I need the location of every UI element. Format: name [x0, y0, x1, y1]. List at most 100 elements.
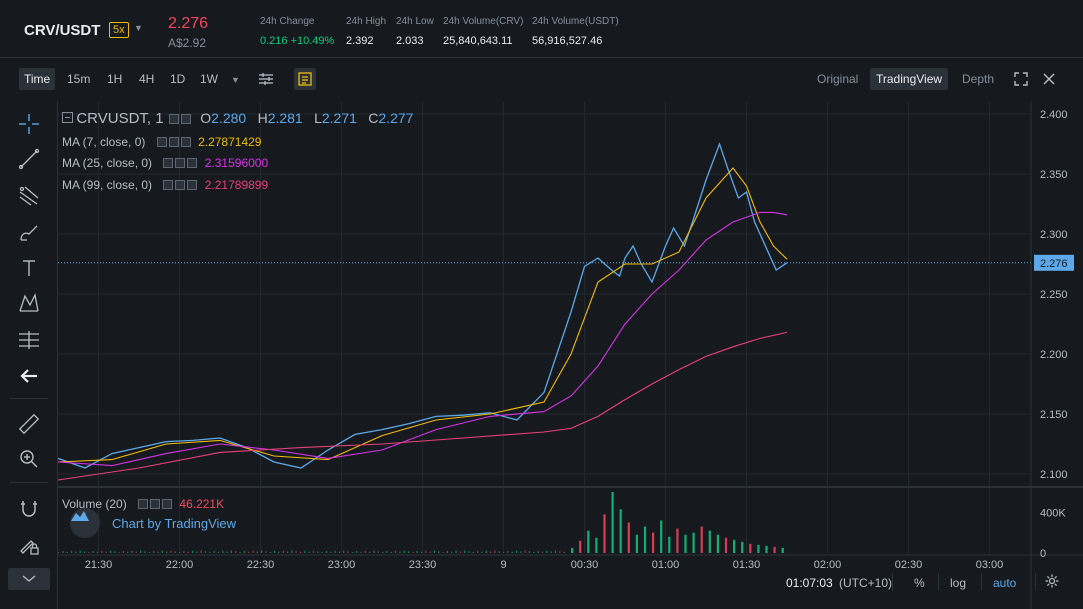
volume-bar: [546, 550, 548, 553]
volume-bar: [464, 550, 466, 553]
eye-icon[interactable]: [163, 158, 174, 168]
close-icon[interactable]: [187, 180, 198, 190]
volume-bar: [541, 551, 544, 553]
ma25-label: MA (25, close, 0): [62, 156, 153, 170]
volume-bar: [170, 550, 172, 553]
brush-icon[interactable]: [17, 220, 41, 244]
volume-bar: [533, 551, 535, 553]
view-tradingview[interactable]: TradingView: [870, 68, 949, 90]
zoom-in-icon[interactable]: [17, 447, 41, 471]
indicator-settings-icon[interactable]: [255, 68, 277, 90]
volume-bar: [105, 551, 107, 553]
eye-icon[interactable]: [138, 499, 149, 509]
tab-1d[interactable]: 1D: [170, 72, 186, 86]
trend-line-icon[interactable]: [17, 147, 41, 171]
eye-icon[interactable]: [163, 180, 174, 190]
clock: 01:07:03: [786, 576, 833, 590]
time-axis-label: 9: [500, 559, 506, 571]
volume-bar: [213, 550, 215, 553]
chart-toolbar: Time 15m 1H 4H 1D 1W ▼ Original TradingV…: [0, 58, 1083, 102]
crosshair-icon[interactable]: [17, 112, 41, 136]
volume-axis-label: 400K: [1040, 507, 1066, 519]
indicators-icon[interactable]: [294, 68, 316, 90]
volume-bar: [394, 550, 397, 553]
back-arrow-icon[interactable]: [17, 364, 41, 388]
eye-icon[interactable]: [168, 114, 179, 124]
close-icon[interactable]: [187, 158, 198, 168]
chart-canvas[interactable]: 2.400 2.350 2.300 2.250 2.200 2.150 2.100 21:30…: [58, 102, 1083, 609]
ohlc-low: 2.271: [321, 110, 357, 126]
volume-bar: [708, 530, 711, 553]
pitchfork-icon[interactable]: [17, 184, 41, 208]
gear-icon[interactable]: [175, 158, 186, 168]
view-depth[interactable]: Depth: [962, 72, 995, 86]
gear-icon[interactable]: [168, 137, 179, 147]
volume-bar: [183, 550, 185, 553]
close-icon[interactable]: [1038, 68, 1060, 90]
collapse-icon[interactable]: [8, 568, 50, 590]
tab-1w[interactable]: 1W: [200, 72, 218, 86]
volume-bar: [515, 550, 518, 553]
fullscreen-icon[interactable]: [1010, 68, 1032, 90]
pattern-icon[interactable]: [17, 291, 41, 315]
tab-4h[interactable]: 4H: [139, 72, 155, 86]
volume-bar: [265, 551, 267, 553]
volume-bar: [537, 550, 539, 553]
tool-divider: [10, 398, 48, 399]
view-original[interactable]: Original: [817, 72, 859, 86]
volume-bar: [114, 551, 116, 553]
tab-1h[interactable]: 1H: [107, 72, 123, 86]
legend-collapse-icon[interactable]: [62, 112, 73, 123]
volume-bar: [741, 541, 744, 553]
tradingview-credit: Chart by TradingView: [112, 515, 237, 531]
gear-icon[interactable]: [175, 180, 186, 190]
gear-icon[interactable]: [1044, 573, 1060, 592]
pair-name[interactable]: CRV/USDT: [24, 22, 101, 39]
gear-icon[interactable]: [150, 499, 161, 509]
volume-bar: [446, 550, 448, 553]
timezone[interactable]: (UTC+10): [839, 576, 893, 590]
price-axis-label: 2.300: [1040, 229, 1068, 241]
log-toggle[interactable]: log: [950, 576, 967, 590]
volume-bar: [153, 551, 155, 553]
price-axis-label: 2.400: [1040, 109, 1068, 121]
volume-bar: [101, 550, 103, 553]
text-tool-icon[interactable]: [17, 256, 41, 280]
magnet-icon[interactable]: [17, 497, 41, 521]
price-chart[interactable]: 2.400 2.350 2.300 2.250 2.200 2.150 2.100 21:30…: [58, 102, 1083, 609]
time-axis-label: 00:30: [571, 559, 599, 571]
tradingview-logo-icon: [70, 508, 100, 538]
lock-drawings-icon[interactable]: [17, 533, 41, 557]
ruler-icon[interactable]: [17, 412, 41, 436]
ma99-label: MA (99, close, 0): [62, 178, 153, 192]
volume-bar: [472, 552, 474, 553]
volume-bar: [295, 551, 297, 553]
volume-bar: [429, 551, 431, 553]
chevron-down-icon[interactable]: ▼: [231, 75, 240, 85]
volume-bar: [118, 552, 120, 553]
gear-icon[interactable]: [180, 114, 191, 124]
percent-toggle[interactable]: %: [914, 576, 925, 590]
stat-value-low: 2.033: [396, 35, 424, 47]
legend-ma7: MA (7, close, 0) 2.27871429: [62, 135, 261, 149]
close-icon[interactable]: [180, 137, 191, 147]
tab-time[interactable]: Time: [19, 68, 56, 90]
auto-toggle[interactable]: auto: [993, 576, 1017, 590]
measure-icon[interactable]: [17, 328, 41, 352]
stat-label-volume-base: 24h Volume(CRV): [443, 16, 524, 27]
legend-ma25: MA (25, close, 0) 2.31596000: [62, 156, 268, 170]
chevron-down-icon[interactable]: ▼: [134, 23, 143, 33]
eye-icon[interactable]: [156, 137, 167, 147]
volume-bar: [377, 551, 379, 553]
footer-divider: [981, 573, 982, 591]
volume-bar: [692, 532, 695, 553]
tab-15m[interactable]: 15m: [67, 72, 91, 86]
volume-bar: [528, 551, 531, 553]
tradingview-badge[interactable]: Chart by TradingView: [70, 508, 236, 538]
ohlc-high: 2.281: [267, 110, 303, 126]
volume-bar: [122, 551, 124, 553]
volume-bar: [481, 551, 483, 553]
volume-bar: [652, 532, 655, 553]
volume-bar: [442, 552, 444, 553]
footer-divider: [892, 573, 893, 591]
